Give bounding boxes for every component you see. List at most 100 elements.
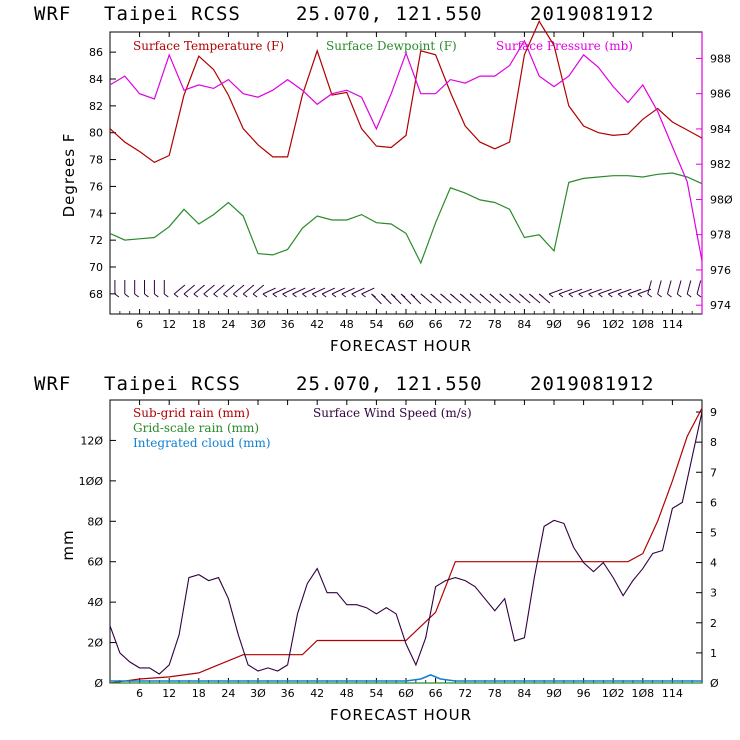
wind-barb-flag	[390, 293, 396, 298]
y2-tick-label: 988	[710, 52, 731, 65]
wind-barb	[312, 287, 326, 295]
wind-barb-flag	[233, 293, 238, 298]
y-tick-label: 70	[89, 261, 103, 274]
wind-barb	[568, 288, 583, 295]
y2-tick-label: 5	[710, 526, 717, 539]
wind-barb	[203, 284, 215, 295]
wind-barb-flag	[321, 293, 327, 298]
x-tick-label: 6Ø	[398, 318, 414, 331]
top-header-init: 2019081912	[530, 3, 654, 25]
bottom-header-model: WRF	[34, 373, 71, 395]
pressure-line	[109, 39, 703, 262]
wind-barb-flag	[459, 293, 465, 298]
y-tick-label: 12Ø	[80, 434, 103, 447]
wind-barb	[361, 287, 375, 295]
x-tick-label: 48	[340, 318, 354, 331]
wind-barb-flag	[598, 293, 603, 298]
y-tick-label: 2Ø	[87, 637, 103, 650]
bottom-xlabel: FORECAST HOUR	[330, 706, 472, 724]
y2-tick-label: 6	[710, 496, 717, 509]
bottom-panel: WRF Taipei RCSS 25.070, 121.550 20190819…	[34, 373, 719, 724]
wind-barb-flag	[292, 293, 297, 298]
wind-barb-flag	[371, 293, 376, 298]
wind-barb-flag	[114, 293, 120, 298]
x-tick-label: 12	[162, 318, 176, 331]
y-tick-label: 74	[89, 207, 103, 220]
y2-tick-label: 3	[710, 587, 717, 600]
y2-tick-label: 986	[710, 88, 731, 101]
wind-barb-flag	[272, 293, 278, 298]
bottom-header-location: Taipei RCSS	[104, 373, 241, 395]
y2-tick-label: Ø	[710, 677, 719, 690]
wind-barb	[676, 280, 682, 295]
x-tick-label: 66	[429, 687, 443, 700]
x-tick-label: 114	[662, 318, 683, 331]
x-tick-label: 9Ø	[546, 318, 562, 331]
wind-barb-flag	[686, 293, 692, 298]
x-tick-label: 12	[162, 687, 176, 700]
y-tick-label: 86	[89, 46, 103, 59]
wind-barb-flag	[223, 293, 228, 298]
wind-barb-flag	[568, 293, 574, 298]
wind-barb	[696, 280, 702, 295]
x-tick-label: 84	[517, 687, 531, 700]
x-tick-label: 78	[488, 687, 502, 700]
x-tick-label: 54	[369, 318, 383, 331]
x-tick-label: 6Ø	[398, 687, 414, 700]
wind-barb-flag	[499, 293, 505, 298]
wind-barb-flag	[381, 293, 386, 298]
wind-barb-flag	[696, 293, 702, 298]
legend-temperature: Surface Temperature (F)	[133, 39, 284, 53]
wind-barb-flag	[262, 293, 268, 298]
x-tick-label: 42	[310, 687, 324, 700]
wind-barb-flag	[548, 293, 554, 298]
subgrid-rain-line	[109, 407, 703, 684]
top-header-model: WRF	[34, 3, 71, 25]
x-tick-label: 3Ø	[250, 687, 266, 700]
x-tick-label: 96	[577, 318, 591, 331]
x-tick-label: 114	[662, 687, 683, 700]
x-tick-label: 54	[369, 687, 383, 700]
wind-barbs	[114, 279, 702, 305]
top-y2-ticks: 974 976 978 98Ø 982 984 986 988	[696, 52, 733, 312]
y2-tick-label: 4	[710, 557, 717, 570]
wind-barb	[302, 287, 316, 295]
y-tick-label: 76	[89, 180, 103, 193]
wind-barb-flag	[519, 293, 524, 298]
legend-subgrid-rain: Sub-grid rain (mm)	[133, 406, 250, 420]
x-tick-label: 18	[192, 687, 206, 700]
x-tick-label: 24	[221, 687, 235, 700]
wind-barb	[627, 288, 642, 295]
wind-barb-flag	[509, 293, 514, 298]
y2-tick-label: 976	[710, 264, 731, 277]
y-tick-label: 8Ø	[87, 515, 103, 528]
x-tick-label: 1Ø8	[631, 318, 654, 331]
wind-barb-flag	[331, 293, 337, 298]
y-tick-label: 68	[89, 288, 103, 301]
y2-tick-label: 8	[710, 436, 717, 449]
x-tick-label: 1Ø2	[602, 318, 625, 331]
wind-barb-flag	[558, 293, 564, 298]
wind-barb-flag	[311, 293, 317, 298]
legend-pressure: Surface Pressure (mb)	[496, 39, 633, 53]
bottom-header-init: 2019081912	[530, 373, 654, 395]
wind-barb	[598, 288, 612, 295]
x-tick-label: 6	[136, 687, 143, 700]
y2-tick-label: 2	[710, 617, 717, 630]
wind-barb-flag	[627, 293, 633, 298]
wind-barb-flag	[538, 293, 544, 298]
bottom-y-ticks: Ø 2Ø 4Ø 6Ø 8Ø 1ØØ 12Ø	[79, 434, 116, 690]
wind-barb	[331, 287, 345, 295]
temperature-line	[109, 20, 703, 163]
legend-wind-speed: Surface Wind Speed (m/s)	[313, 406, 472, 420]
integrated-cloud-line	[110, 674, 702, 682]
x-tick-label: 78	[488, 318, 502, 331]
wind-barb-flag	[242, 293, 248, 298]
wind-barb	[341, 287, 355, 295]
x-tick-label: 9Ø	[546, 687, 562, 700]
y2-tick-label: 7	[710, 466, 717, 479]
wind-barb-flag	[607, 293, 613, 298]
wind-barb-flag	[252, 293, 258, 298]
top-header-location: Taipei RCSS	[104, 3, 241, 25]
x-tick-label: 72	[458, 318, 472, 331]
